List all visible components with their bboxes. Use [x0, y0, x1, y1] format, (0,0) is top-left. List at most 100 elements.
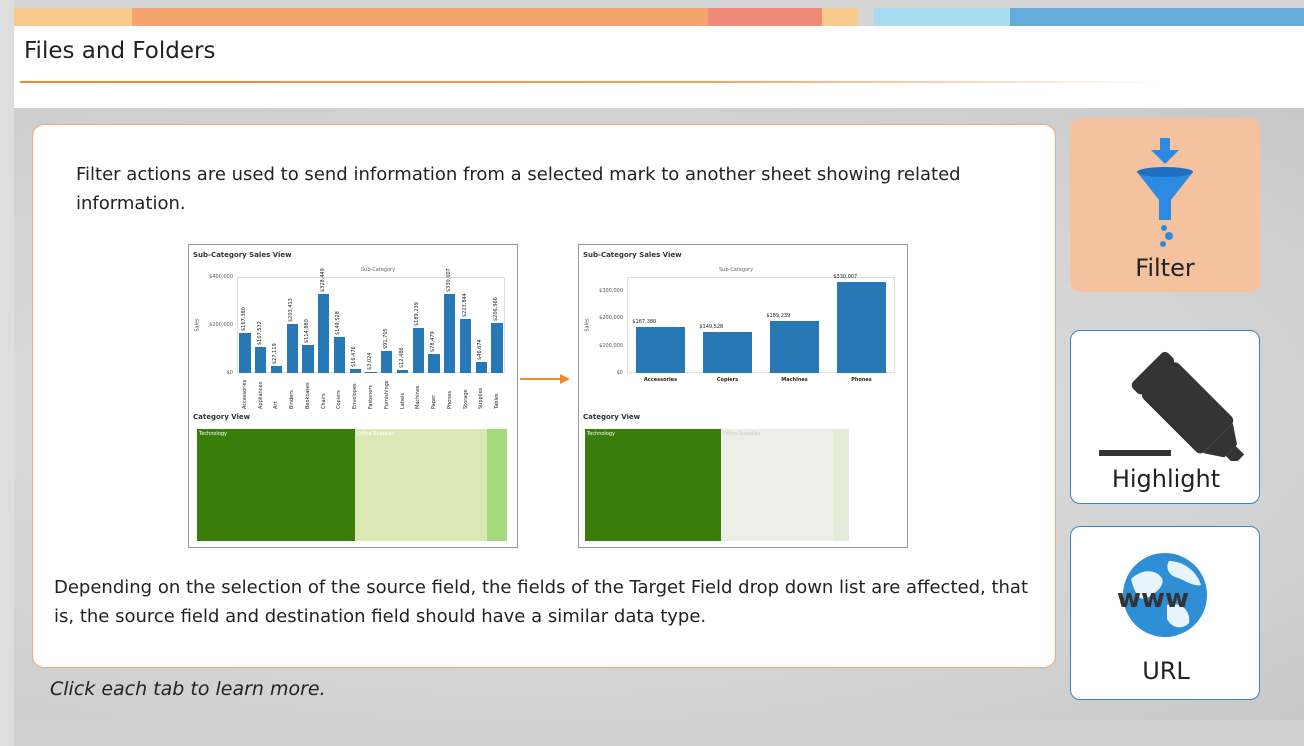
instruction-hint: Click each tab to learn more. — [50, 678, 326, 700]
bar-value-label: $167,380 — [632, 319, 657, 326]
bar-value-label: $16,476 — [351, 346, 358, 368]
chart-bar[interactable] — [381, 350, 393, 373]
tab-label: URL — [1142, 657, 1190, 685]
x-tick-label: Phones — [851, 377, 872, 383]
arrow-right-icon — [520, 374, 570, 384]
x-tick-label: Bookcases — [304, 382, 311, 409]
category-view-title: Category View — [193, 413, 251, 421]
marker-icon — [1099, 351, 1245, 461]
svg-text:www: www — [1117, 584, 1189, 614]
y-tick-label: $0 — [226, 370, 233, 376]
treemap-technology: Technology — [197, 429, 355, 541]
chart-bar[interactable] — [239, 332, 251, 373]
chart-subtitle: Sub-Category — [719, 267, 754, 273]
y-tick-label: $400,000 — [209, 274, 233, 280]
treemap-label: Office Supplies — [723, 431, 761, 437]
treemap-office-supplies: Office Supplies — [355, 429, 487, 541]
bar-value-label: $78,479 — [430, 331, 437, 353]
x-tick-label: Accessories — [643, 377, 678, 383]
tab-url[interactable]: www URL — [1070, 526, 1260, 700]
bar-value-label: $167,380 — [240, 306, 247, 331]
bar-value-label: $330,007 — [833, 274, 858, 281]
chart-bar[interactable] — [396, 370, 409, 373]
bar-value-label: $328,449 — [319, 268, 326, 293]
x-tick-label: Fasteners — [368, 384, 374, 409]
tab-label: Highlight — [1111, 465, 1221, 493]
x-tick-label: Copiers — [716, 377, 739, 383]
chart-bar[interactable] — [428, 354, 440, 373]
bar-value-label: $223,844 — [461, 293, 468, 318]
x-tick-label: Machines — [781, 377, 808, 383]
x-tick-label: Binders — [289, 390, 296, 409]
x-tick-label: Appliances — [257, 381, 264, 409]
footer-bar — [14, 720, 1304, 746]
category-view-title: Category View — [583, 413, 641, 421]
y-tick-label: $300,000 — [599, 287, 623, 294]
y-axis-label: Sales — [584, 318, 591, 332]
page-title: Files and Folders — [24, 38, 216, 64]
chart-bar[interactable] — [475, 361, 488, 373]
tab-filter[interactable]: Filter — [1070, 118, 1260, 292]
y-tick-label: $0 — [616, 370, 623, 376]
chart-bar[interactable] — [459, 319, 472, 373]
x-tick-label: Tables — [494, 393, 501, 409]
bar-value-label: $330,007 — [445, 267, 452, 292]
x-tick-label: Art — [273, 401, 280, 409]
chart-bar[interactable] — [837, 282, 886, 373]
bar-value-label: $149,528 — [699, 323, 724, 330]
intro-text: Filter actions are used to send informat… — [76, 164, 961, 214]
chart-bar[interactable] — [302, 345, 314, 373]
bar-value-label: $91,705 — [382, 328, 389, 349]
chart-bar[interactable] — [349, 369, 361, 373]
bar-value-label: $206,966 — [493, 297, 500, 322]
chart-title: Sub-Category Sales View — [193, 251, 292, 259]
chart-bar[interactable] — [333, 337, 346, 373]
bar-value-label: $12,486 — [398, 347, 405, 368]
chart-bar[interactable] — [770, 321, 819, 373]
y-tick-label: $200,000 — [599, 315, 623, 322]
x-tick-label: Machines — [415, 385, 422, 409]
treemap-technology: Technology — [585, 429, 721, 541]
bar-value-label: $203,413 — [288, 298, 295, 323]
x-tick-label: Copiers — [336, 390, 343, 409]
y-tick-label: $200,000 — [209, 322, 233, 328]
chart-bar[interactable] — [286, 324, 298, 373]
bar-value-label: $27,119 — [272, 343, 279, 365]
bar-value-label: $189,239 — [414, 301, 421, 326]
x-tick-label: Storage — [462, 389, 469, 409]
treemap-office-supplies: Office Supplies — [721, 429, 833, 541]
globe-www-icon: www — [1117, 553, 1207, 637]
x-tick-label: Envelopes — [352, 383, 359, 409]
bar-chart-plot — [627, 277, 895, 373]
chart-bar[interactable] — [318, 294, 330, 373]
chart-bar[interactable] — [703, 331, 752, 373]
treemap-furniture — [487, 429, 507, 541]
header-divider — [20, 81, 1160, 83]
bar-value-label: $189,239 — [766, 313, 791, 320]
chart-subtitle: Sub-Category — [361, 267, 396, 273]
chart-bar[interactable] — [444, 293, 456, 373]
treemap-label: Office Supplies — [357, 431, 395, 437]
chart-bar[interactable] — [254, 347, 267, 373]
chart-bar[interactable] — [491, 323, 503, 373]
tab-highlight[interactable]: Highlight — [1070, 330, 1260, 504]
outro-text: Depending on the selection of the source… — [54, 577, 1029, 627]
treemap-label: Technology — [587, 431, 616, 437]
header: Files and Folders — [14, 26, 1304, 108]
chart-bar[interactable] — [412, 327, 424, 373]
y-tick-label: $100,000 — [599, 342, 623, 349]
bar-value-label: $107,532 — [256, 321, 263, 346]
left-edge-strip — [0, 0, 14, 746]
x-tick-label: Supplies — [478, 387, 485, 409]
screenshot-after: Sub-Category Sales View Sub-Category Cat… — [578, 244, 908, 548]
x-tick-label: Paper — [431, 394, 438, 409]
x-tick-label: Phones — [446, 390, 453, 409]
chart-title: Sub-Category Sales View — [583, 251, 682, 259]
chart-bar[interactable] — [636, 327, 685, 373]
chart-bar[interactable] — [365, 372, 377, 373]
tab-label: Filter — [1135, 254, 1195, 282]
bar-value-label: $114,880 — [303, 319, 310, 344]
chart-bar[interactable] — [270, 366, 283, 373]
bar-value-label: $46,674 — [477, 339, 484, 360]
x-tick-label: Labels — [399, 392, 406, 409]
